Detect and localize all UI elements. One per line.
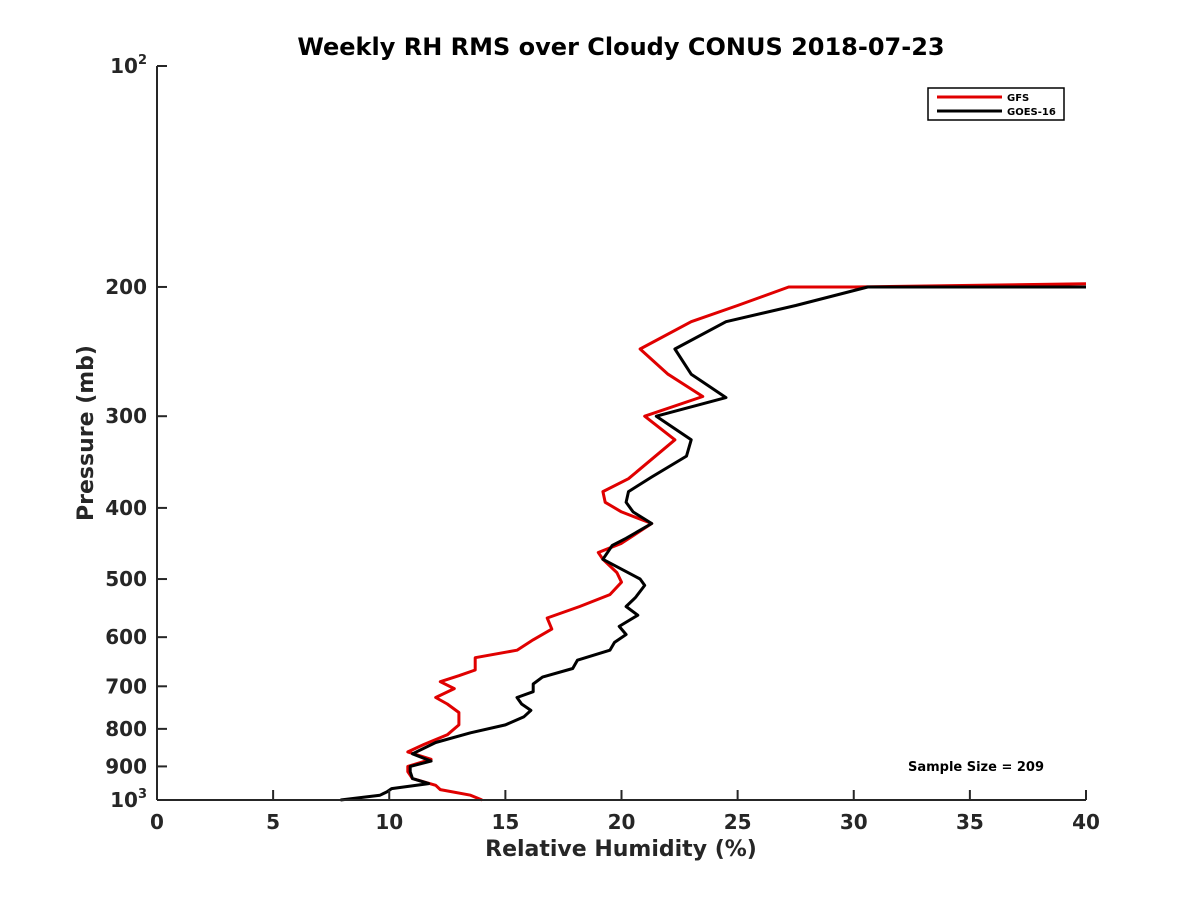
sample-size-annotation: Sample Size = 209 — [908, 760, 1044, 775]
ticks-layer: 0 5 10 15 20 25 30 35 40 102 200 300 400 500 600 700 800… — [105, 53, 1100, 834]
y-tick-label: 300 — [105, 404, 147, 428]
legend-label-goes-16: GOES-16 — [1007, 107, 1056, 118]
y-tick-label: 600 — [105, 625, 147, 649]
y-tick-label: 700 — [105, 674, 147, 698]
chart-title: Weekly RH RMS over Cloudy CONUS 2018-07-… — [297, 33, 944, 61]
x-tick-label: 40 — [1072, 810, 1100, 834]
y-tick-label: 103 — [110, 787, 147, 812]
series-line-goes-16 — [340, 285, 1086, 802]
x-tick-label: 5 — [266, 810, 280, 834]
x-tick-label: 30 — [840, 810, 868, 834]
y-tick-label: 102 — [110, 53, 147, 78]
y-tick-label: 800 — [105, 717, 147, 741]
y-tick-label: 200 — [105, 275, 147, 299]
x-tick-label: 35 — [956, 810, 984, 834]
legend-box — [927, 87, 1065, 121]
x-tick-label: 10 — [375, 810, 403, 834]
x-tick-label: 25 — [724, 810, 752, 834]
series-layer — [340, 282, 1087, 802]
x-tick-label: 20 — [608, 810, 636, 834]
y-tick-label: 400 — [105, 496, 147, 520]
x-tick-label: 15 — [491, 810, 519, 834]
x-tick-label: 0 — [150, 810, 164, 834]
legend-label-gfs: GFS — [1007, 93, 1029, 104]
y-tick-label: 500 — [105, 567, 147, 591]
x-axis-label: Relative Humidity (%) — [485, 837, 757, 862]
y-tick-label: 900 — [105, 754, 147, 778]
legend: GFS GOES-16 — [927, 87, 1065, 121]
y-axis-label: Pressure (mb) — [74, 345, 99, 521]
